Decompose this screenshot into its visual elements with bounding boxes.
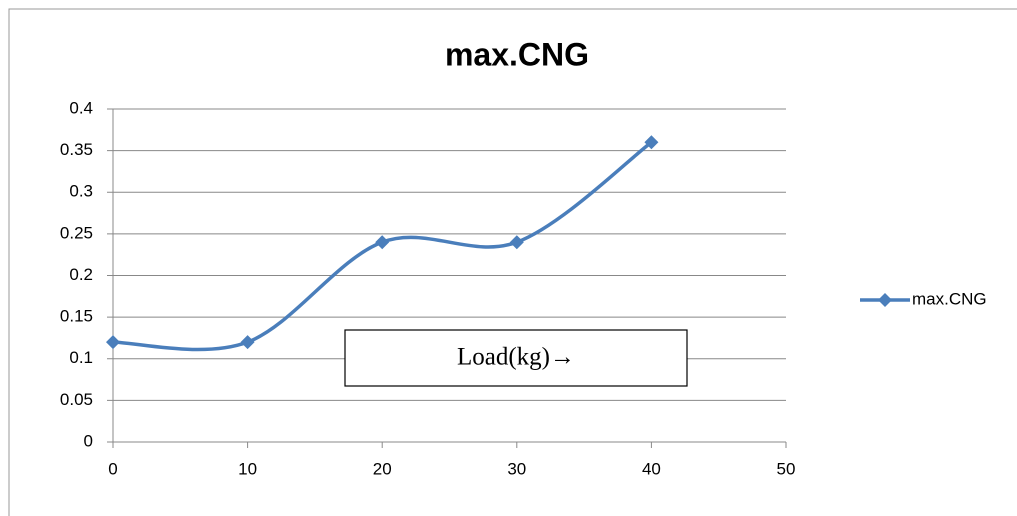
y-tick-label: 0.1 [69, 348, 93, 367]
x-tick-label: 40 [642, 459, 661, 478]
y-tick-label: 0.25 [60, 223, 93, 242]
annotation: Load(kg)→ [457, 344, 575, 371]
annotation-box [344, 329, 688, 387]
data-point [375, 235, 390, 250]
chart-title: max.CNG [445, 36, 589, 72]
chart-frame [8, 8, 1017, 516]
y-tick-label: 0.15 [60, 307, 93, 326]
data-point [106, 335, 120, 350]
x-tick-label: 0 [108, 459, 117, 478]
x-tick-label: 50 [777, 459, 796, 478]
y-tick-label: 0.4 [69, 98, 93, 117]
y-tick-label: 0.3 [69, 182, 93, 201]
x-tick-label: 10 [238, 459, 257, 478]
y-tick-label: 0.2 [69, 265, 93, 284]
x-tick-label: 30 [507, 459, 526, 478]
x-tick-label: 20 [373, 459, 392, 478]
data-point [644, 135, 659, 150]
legend-label: max.CNG [912, 289, 987, 308]
data-point [240, 335, 255, 350]
y-tick-label: 0.05 [60, 390, 93, 409]
y-tick-label: 0.35 [60, 140, 93, 159]
y-tick-label: 0 [84, 431, 93, 450]
legend-marker [878, 293, 892, 307]
data-point [509, 235, 524, 250]
